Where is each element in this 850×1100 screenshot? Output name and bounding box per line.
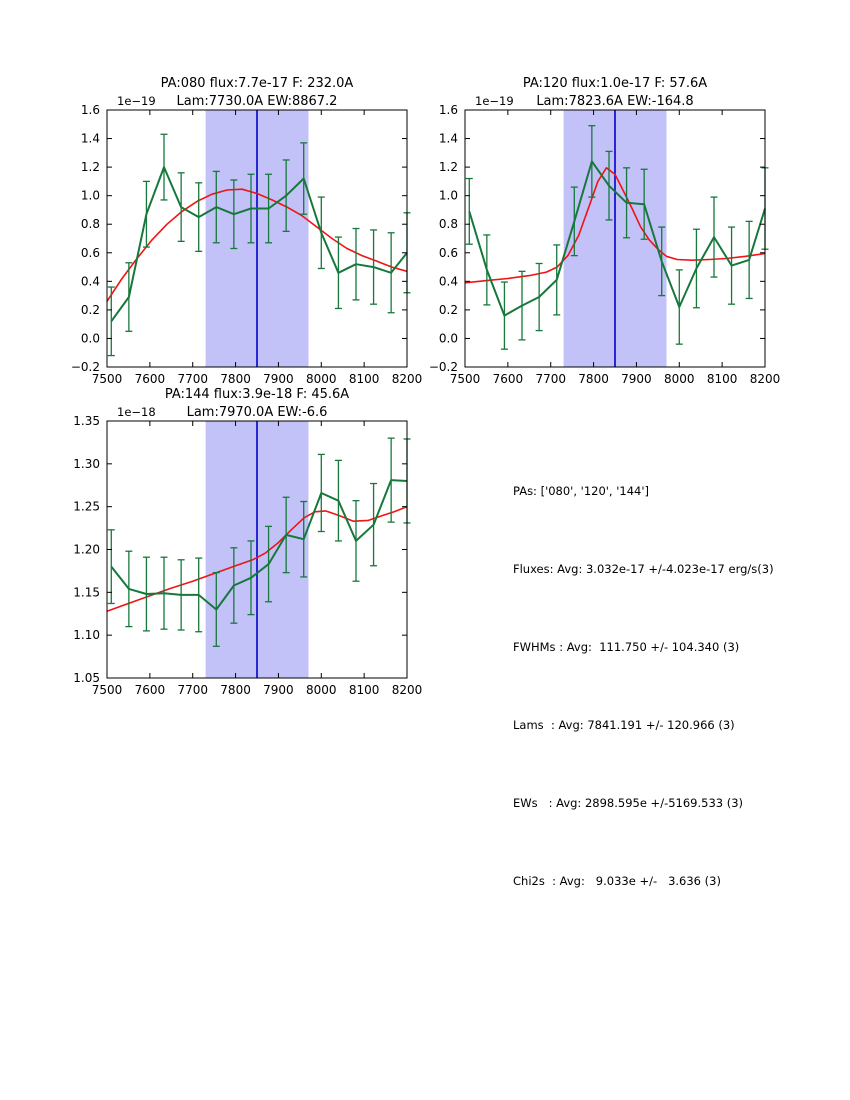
axes-frame [106, 109, 408, 368]
y-tick-label: 1.25 [73, 500, 100, 514]
x-tick-label: 8200 [392, 683, 423, 697]
x-tick-label: 8200 [392, 372, 423, 386]
x-tick-label: 7900 [621, 372, 652, 386]
x-tick-label: 8100 [349, 683, 380, 697]
chart-svg: 7500 7600 7700 7800 7900 8000 8100 8200 −0.2 0.0 0… [429, 76, 781, 386]
spectrum-line [468, 160, 766, 317]
x-tick-label: 8100 [349, 372, 380, 386]
y-axis-offset-label: 1e−19 [117, 94, 156, 108]
y-tick-label: 1.30 [73, 457, 100, 471]
plot-title-line2: Lam:7730.0A EW:8867.2 [177, 94, 338, 109]
stats-line-ews: EWs : Avg: 2898.595e +/-5169.533 (3) [513, 796, 744, 810]
y-tick-label: 0.2 [439, 303, 458, 317]
stats-line-lams: Lams : Avg: 7841.191 +/- 120.966 (3) [513, 718, 735, 732]
y-tick-label: 1.35 [73, 414, 100, 428]
y-tick-label: 1.6 [439, 103, 458, 117]
y-tick-label: 1.2 [439, 160, 458, 174]
x-tick-label: 8200 [750, 372, 781, 386]
y-axis-offset-label: 1e−19 [475, 94, 514, 108]
y-tick-label: 0.2 [81, 303, 100, 317]
y-tick-label: 0.6 [81, 246, 100, 260]
y-tick-label: 0.8 [439, 217, 458, 231]
x-tick-label: 8000 [306, 683, 337, 697]
y-tick-label: 1.20 [73, 543, 100, 557]
y-tick-label: 1.2 [81, 160, 100, 174]
stats-line-fwhms: FWHMs : Avg: 111.750 +/- 104.340 (3) [513, 640, 740, 654]
x-tick-label: 8100 [707, 372, 738, 386]
y-tick-label: 1.15 [73, 585, 100, 599]
plot-title-line1: PA:080 flux:7.7e-17 F: 232.0A [161, 76, 354, 91]
y-tick-label: 1.6 [81, 103, 100, 117]
x-tick-label: 7800 [578, 372, 609, 386]
y-tick-label: −0.2 [71, 360, 100, 374]
x-tick-label: 7600 [135, 683, 166, 697]
fit-line [464, 167, 766, 284]
spectrum-line [110, 479, 408, 611]
x-tick-label: 7800 [220, 372, 251, 386]
y-tick-label: 0.4 [81, 274, 100, 288]
fit-line [106, 188, 408, 302]
y-tick-label: 0.0 [439, 331, 458, 345]
x-tick-label: 7600 [135, 372, 166, 386]
chart-svg: 7500 7600 7700 7800 7900 8000 8100 8200 1.05 1.10… [73, 387, 423, 697]
y-axis-offset-label: 1e−18 [117, 405, 156, 419]
spectrum-line [110, 166, 408, 322]
stats-line-fluxes: Fluxes: Avg: 3.032e-17 +/-4.023e-17 erg/… [513, 562, 774, 576]
x-tick-label: 7600 [493, 372, 524, 386]
x-tick-label: 8000 [306, 372, 337, 386]
plot-title-line2: Lam:7823.6A EW:-164.8 [536, 94, 693, 109]
chart-svg: 7500 7600 7700 7800 7900 8000 8100 8200 −0.2 0.0 0… [71, 76, 423, 386]
y-tick-label: 1.0 [81, 189, 100, 203]
x-tick-label: 7700 [177, 372, 208, 386]
y-tick-label: 1.0 [439, 189, 458, 203]
y-tick-label: 1.4 [81, 132, 100, 146]
x-tick-label: 7700 [535, 372, 566, 386]
stats-panel: PAs: ['080', '120', '144'] Fluxes: Avg: … [513, 426, 774, 946]
x-tick-label: 7900 [263, 372, 294, 386]
plot-pa-080: 7500 7600 7700 7800 7900 8000 8100 8200 −0.2 0.0 0… [47, 60, 477, 400]
x-tick-label: 7700 [177, 683, 208, 697]
plot-title-line1: PA:120 flux:1.0e-17 F: 57.6A [523, 76, 707, 91]
plot-title-line1: PA:144 flux:3.9e-18 F: 45.6A [165, 387, 349, 402]
y-tick-label: 0.0 [81, 331, 100, 345]
y-tick-label: 0.8 [81, 217, 100, 231]
x-tick-label: 8000 [664, 372, 695, 386]
y-tick-label: 1.05 [73, 671, 100, 685]
x-tick-label: 7500 [92, 683, 123, 697]
axes-frame [464, 109, 766, 368]
x-tick-label: 7800 [220, 683, 251, 697]
plot-title-line2: Lam:7970.0A EW:-6.6 [187, 405, 328, 420]
y-tick-label: 0.4 [439, 274, 458, 288]
x-tick-label: 7500 [450, 372, 481, 386]
y-tick-label: 1.4 [439, 132, 458, 146]
stats-line-chi2s: Chi2s : Avg: 9.033e +/- 3.636 (3) [513, 874, 721, 888]
stats-line-pas: PAs: ['080', '120', '144'] [513, 484, 650, 498]
plot-pa-120: 7500 7600 7700 7800 7900 8000 8100 8200 −0.2 0.0 0… [405, 60, 835, 400]
x-tick-label: 7500 [92, 372, 123, 386]
y-tick-label: 1.10 [73, 628, 100, 642]
y-tick-label: 0.6 [439, 246, 458, 260]
x-tick-label: 7900 [263, 683, 294, 697]
y-tick-label: −0.2 [429, 360, 458, 374]
plot-pa-144: 7500 7600 7700 7800 7900 8000 8100 8200 1.05 1.10… [47, 371, 477, 711]
